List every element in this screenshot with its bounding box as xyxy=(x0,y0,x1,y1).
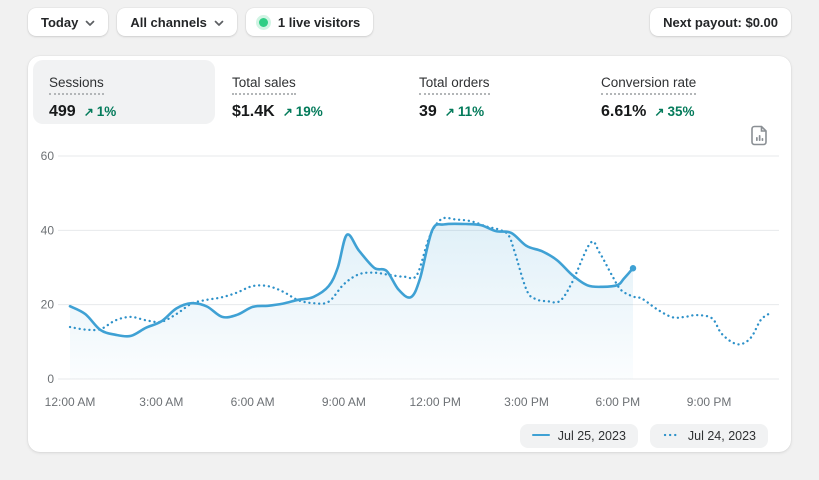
solid-line-sample-icon xyxy=(531,429,550,443)
metric-label: Sessions xyxy=(49,75,104,95)
x-tick-label: 6:00 PM xyxy=(595,395,640,409)
metric-tab-total-sales[interactable]: Total sales $1.4K ↗ 19% xyxy=(232,60,323,121)
x-tick-label: 9:00 AM xyxy=(322,395,366,409)
metric-label: Total orders xyxy=(419,75,490,95)
series-line-jul-25 xyxy=(68,222,635,338)
sessions-line-chart[interactable]: 0 20 40 60 12:00 AM 3:00 AM 6:00 AM 9:00 AM 12:0… xyxy=(28,141,791,419)
date-range-button[interactable]: Today xyxy=(28,8,109,36)
channel-filter-label: All channels xyxy=(130,14,207,30)
y-tick-label: 20 xyxy=(41,298,55,312)
series-end-dot xyxy=(629,265,637,272)
live-visitors-label: 1 live visitors xyxy=(277,14,361,30)
x-tick-label: 3:00 AM xyxy=(139,395,183,409)
report-document-icon xyxy=(750,125,769,149)
y-tick-label: 60 xyxy=(41,149,55,163)
x-tick-label: 12:00 AM xyxy=(45,395,96,409)
x-tick-label: 12:00 PM xyxy=(410,395,461,409)
metric-tab-total-orders[interactable]: Total orders 39 ↗ 11% xyxy=(419,60,490,121)
metric-tab-sessions[interactable]: Sessions 499 ↗ 1% xyxy=(33,60,215,124)
date-range-label: Today xyxy=(41,14,79,30)
chart-legend: Jul 25, 2023 Jul 24, 2023 xyxy=(519,424,768,448)
analytics-card: Sessions 499 ↗ 1% Total sales $1.4K ↗ 19% … xyxy=(28,56,791,452)
metric-delta: ↗ 1% xyxy=(83,104,117,119)
metric-value: 499 xyxy=(49,103,76,120)
live-visitors-badge[interactable]: 1 live visitors xyxy=(245,8,374,36)
next-payout-label: Next payout: $0.00 xyxy=(663,14,778,30)
next-payout-button[interactable]: Next payout: $0.00 xyxy=(650,8,791,36)
increase-arrow-icon: ↗ xyxy=(282,105,293,119)
legend-item-jul-25[interactable]: Jul 25, 2023 xyxy=(519,424,638,448)
metric-delta: ↗ 35% xyxy=(654,104,695,119)
top-toolbar: Today All channels 1 live visitors Next … xyxy=(28,8,791,36)
channel-filter-button[interactable]: All channels xyxy=(117,8,237,36)
increase-arrow-icon: ↗ xyxy=(83,105,94,119)
x-tick-label: 3:00 PM xyxy=(504,395,549,409)
metric-label: Total sales xyxy=(232,75,296,95)
chevron-down-icon xyxy=(214,15,224,30)
legend-label: Jul 24, 2023 xyxy=(687,429,756,443)
metric-delta: ↗ 19% xyxy=(282,104,323,119)
metric-label: Conversion rate xyxy=(601,75,697,95)
increase-arrow-icon: ↗ xyxy=(654,105,665,119)
metric-value: 6.61% xyxy=(601,103,647,120)
metric-tab-conversion-rate[interactable]: Conversion rate 6.61% ↗ 35% xyxy=(601,60,697,121)
chevron-down-icon xyxy=(85,15,95,30)
legend-label: Jul 25, 2023 xyxy=(557,429,626,443)
metric-delta: ↗ 11% xyxy=(444,104,485,119)
y-tick-label: 40 xyxy=(41,223,55,237)
metric-value: 39 xyxy=(419,103,437,120)
metric-value: $1.4K xyxy=(232,103,275,120)
view-report-button[interactable] xyxy=(746,124,772,150)
series-line-jul-24 xyxy=(68,216,772,346)
series-area-jul-25 xyxy=(70,223,633,379)
increase-arrow-icon: ↗ xyxy=(444,105,455,119)
live-dot-icon xyxy=(258,17,268,27)
dotted-line-sample-icon xyxy=(662,429,680,443)
legend-item-jul-24[interactable]: Jul 24, 2023 xyxy=(649,424,768,448)
x-tick-label: 9:00 PM xyxy=(687,395,732,409)
x-tick-label: 6:00 AM xyxy=(231,395,275,409)
y-tick-label: 0 xyxy=(47,372,54,386)
